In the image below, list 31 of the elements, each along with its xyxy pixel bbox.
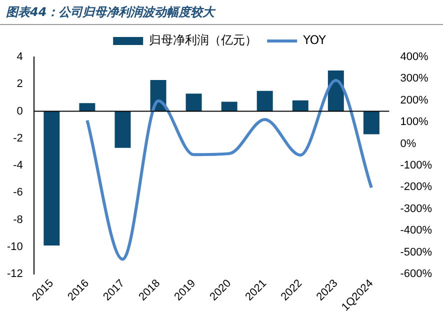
y2-tick-label: 200% xyxy=(400,94,429,106)
y2-tick-label: -600% xyxy=(400,268,432,280)
bar xyxy=(186,94,202,112)
chart-title: 图表44：公司归母净利润波动幅度较大 xyxy=(0,0,443,25)
y2-tick-label: -500% xyxy=(400,246,432,258)
y2-tick-label: 100% xyxy=(400,116,429,128)
y-tick-label: -4 xyxy=(13,160,23,172)
bar xyxy=(256,90,273,112)
bar xyxy=(221,102,238,112)
bar xyxy=(114,111,131,148)
y2-tick-label: 400% xyxy=(400,51,429,64)
legend-label: 归母净利润（亿元） xyxy=(149,33,258,48)
y2-tick-label: -400% xyxy=(400,224,432,237)
y-tick-label: -8 xyxy=(13,214,23,226)
y-tick-label: 0 xyxy=(16,105,23,118)
y2-tick-label: -300% xyxy=(400,202,432,215)
y-tick-label: -12 xyxy=(6,268,23,280)
y2-tick-label: 0% xyxy=(400,138,416,150)
line-series xyxy=(86,78,373,261)
bar xyxy=(363,111,380,134)
bar xyxy=(44,111,60,246)
y-tick-label: -2 xyxy=(13,132,23,144)
bar xyxy=(292,100,308,112)
y-tick-label: -10 xyxy=(6,240,23,253)
y2-tick-label: 300% xyxy=(400,72,429,85)
y2-tick-label: -200% xyxy=(400,181,432,194)
legend-label: YOY xyxy=(302,33,327,48)
y2-tick-label: -100% xyxy=(400,160,432,172)
y-tick-label: 2 xyxy=(16,78,23,90)
y-tick-label: -6 xyxy=(13,186,23,199)
y-tick-label: 4 xyxy=(16,51,23,64)
